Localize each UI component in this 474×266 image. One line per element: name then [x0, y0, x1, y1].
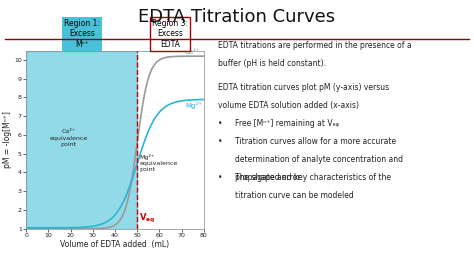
Text: Titration curves allow for a more accurate: Titration curves allow for a more accura… — [235, 137, 396, 146]
Text: Region 3:
Excess
EDTA: Region 3: Excess EDTA — [152, 19, 188, 49]
Text: Region 1:
Excess
Mⁿ⁺: Region 1: Excess Mⁿ⁺ — [64, 19, 100, 49]
Text: EDTA titration curves plot pM (y-axis) versus: EDTA titration curves plot pM (y-axis) v… — [218, 83, 389, 92]
Text: Ca²⁺
equivalence
point: Ca²⁺ equivalence point — [49, 129, 87, 147]
Text: •: • — [218, 119, 222, 128]
Bar — [26, 51, 137, 229]
Text: EDTA titrations are performed in the presence of a: EDTA titrations are performed in the pre… — [218, 41, 411, 50]
Text: The shape and key characteristics of the: The shape and key characteristics of the — [235, 173, 391, 182]
Y-axis label: pM = -log[Mⁿ⁺]: pM = -log[Mⁿ⁺] — [3, 111, 12, 168]
X-axis label: Volume of EDTA added  (mL): Volume of EDTA added (mL) — [60, 240, 170, 249]
Text: Ca²⁺: Ca²⁺ — [185, 49, 201, 55]
Text: Free [Mⁿ⁺] remaining at Vₑᵩ: Free [Mⁿ⁺] remaining at Vₑᵩ — [235, 119, 338, 128]
Text: •: • — [218, 137, 222, 146]
Text: titration curve can be modeled: titration curve can be modeled — [235, 191, 354, 200]
Text: EDTA Titration Curves: EDTA Titration Curves — [138, 8, 336, 26]
Text: Mg²⁺
equivalence
point: Mg²⁺ equivalence point — [139, 154, 178, 172]
Text: propagated error: propagated error — [235, 173, 300, 182]
Text: Mg²⁺: Mg²⁺ — [185, 102, 202, 109]
Text: $\mathbf{V_{eq}}$: $\mathbf{V_{eq}}$ — [139, 212, 155, 225]
Text: volume EDTA solution added (x-axis): volume EDTA solution added (x-axis) — [218, 101, 359, 110]
Text: •: • — [218, 173, 222, 182]
Text: buffer (pH is held constant).: buffer (pH is held constant). — [218, 59, 326, 68]
Text: determination of analyte concentration and: determination of analyte concentration a… — [235, 155, 402, 164]
